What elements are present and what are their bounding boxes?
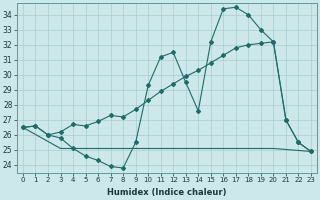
X-axis label: Humidex (Indice chaleur): Humidex (Indice chaleur) (107, 188, 227, 197)
